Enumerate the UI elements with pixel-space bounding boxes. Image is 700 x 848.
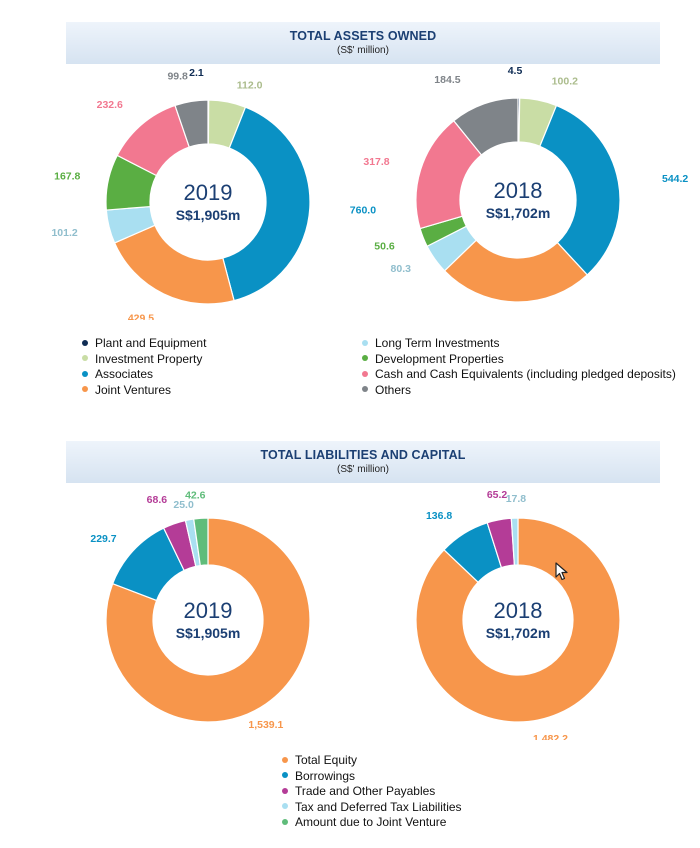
center-year: 2018 (494, 598, 543, 623)
legend-label: Associates (95, 367, 154, 381)
center-total: S$1,702m (486, 205, 551, 221)
liabilities-donut-charts: 1,539.1 229.7 68.6 25.042.6 2019 S$1,905m 1,48… (90, 489, 621, 740)
legend-dot (282, 803, 288, 810)
legend-item-long-term: Long Term Investments (362, 336, 676, 352)
legend-label: Investment Property (95, 351, 203, 366)
donut-total-liabilities-and-capital-2018: 1,482.2 136.8 65.217.8 2018 S$1,702m (415, 489, 621, 740)
liabilities-header-banner: TOTAL LIABILITIES AND CAPITAL (S$' milli… (66, 441, 660, 483)
legend-dot (82, 386, 88, 393)
center-year: 2019 (184, 180, 233, 205)
legend-dot (362, 355, 368, 362)
legend-label: Long Term Investments (375, 336, 500, 350)
legend-label: Tax and Deferred Tax Liabilities (295, 799, 462, 814)
slice-associates (539, 104, 621, 276)
center-year: 2018 (494, 178, 543, 203)
legend-dot (282, 787, 288, 794)
legend-item-total-equity: Total Equity (282, 753, 462, 769)
legend-label: Borrowings (295, 768, 356, 783)
legend-item-borrowings: Borrowings (282, 769, 462, 785)
slice-others (452, 97, 519, 156)
data-label-borrowings: 136.8 (426, 510, 452, 522)
legend-item-cash: Cash and Cash Equivalents (including ple… (362, 367, 676, 383)
assets-title: TOTAL ASSETS OWNED (289, 29, 437, 43)
legend-dot (362, 339, 368, 346)
legend-item-plant: Plant and Equipment (82, 336, 206, 352)
legend-dot (82, 355, 88, 362)
data-label-investment-property: 112.0 (237, 79, 263, 91)
slice-others (174, 99, 209, 148)
center-total: S$1,905m (176, 625, 241, 641)
data-label-development-properties: 50.6 (374, 241, 395, 253)
legend-label: Trade and Other Payables (295, 784, 436, 798)
liabilities-legend: Total Equity Borrowings Trade and Other … (282, 753, 462, 831)
center-year: 2019 (184, 598, 233, 623)
legend-dot (282, 818, 288, 825)
legend-dot (362, 370, 368, 377)
slice-tax-and-deferred-tax-liabilities (510, 517, 519, 566)
legend-label: Development Properties (375, 351, 504, 366)
data-label-total-equity: 1,539.1 (248, 719, 283, 731)
data-label-cash-and-cash-equivalents-including-pledged-deposits: 317.8 (363, 156, 389, 168)
legend-item-tax-deferred: Tax and Deferred Tax Liabilities (282, 800, 462, 816)
center-total: S$1,702m (486, 625, 551, 641)
legend-label: Cash and Cash Equivalents (including ple… (375, 367, 676, 381)
slice-associates (222, 106, 311, 302)
legend-label: Plant and Equipment (95, 336, 207, 350)
data-label-others: 184.5 (434, 74, 460, 86)
liabilities-title: TOTAL LIABILITIES AND CAPITAL (260, 448, 466, 462)
data-label-tax-and-deferred-tax-liabilities: 25.0 (173, 499, 194, 511)
data-label-trade-and-other-payables: 65.2 (487, 489, 508, 501)
data-label-associates: 544.2 (662, 173, 688, 185)
legend-item-joint-ventures: Joint Ventures (82, 383, 206, 399)
data-label-cash-and-cash-equivalents-including-pledged-deposits: 232.6 (97, 99, 123, 111)
legend-dot (82, 370, 88, 377)
data-label-development-properties: 167.8 (54, 171, 80, 183)
liabilities-unit: (S$' million) (337, 464, 389, 475)
donut-total-liabilities-and-capital-2019: 1,539.1 229.7 68.6 25.042.6 2019 S$1,905m (90, 489, 311, 731)
donut-total-assets-owned-2018: 4.5100.2544.2419.980.350.6317.8184.52018… (363, 65, 688, 303)
data-label-others: 99.8 (167, 71, 188, 83)
legend-dot (362, 386, 368, 393)
legend-dot (282, 772, 288, 779)
assets-legend-right: Long Term Investments Development Proper… (362, 336, 676, 398)
donut-total-assets-owned-2019: 2.1 112.0 760.0 429.5 101.2 167.8 232.6 99.8 201… (51, 67, 376, 320)
slice-amount-due-to-joint-venture (193, 517, 209, 567)
data-label-long-term-investments: 80.3 (391, 263, 412, 275)
assets-donut-charts: 2.1 112.0 760.0 429.5 101.2 167.8 232.6 99.8 201… (51, 65, 688, 320)
data-label-trade-and-other-payables: 68.6 (147, 494, 168, 506)
legend-item-amount-due-jv: Amount due to Joint Venture (282, 815, 462, 831)
legend-label: Amount due to Joint Venture (295, 815, 447, 829)
slice-joint-ventures (113, 224, 235, 305)
legend-item-investment-property: Investment Property (82, 352, 206, 368)
data-label-joint-ventures: 429.5 (128, 313, 154, 320)
legend-item-development: Development Properties (362, 352, 676, 368)
legend-item-others: Others (362, 383, 676, 399)
assets-legend-left: Plant and Equipment Investment Property … (82, 336, 206, 398)
slice-total-equity (415, 517, 621, 723)
legend-label: Others (375, 382, 412, 397)
slice-total-equity (105, 517, 311, 723)
center-total: S$1,905m (176, 207, 241, 223)
data-label-plant-and-equipment: 2.1 (189, 67, 204, 79)
data-label-total-equity: 1,482.2 (533, 733, 568, 740)
assets-unit: (S$' million) (337, 45, 389, 56)
mouse-pointer-icon (555, 562, 568, 581)
legend-item-associates: Associates (82, 367, 206, 383)
data-label-investment-property: 100.2 (552, 76, 578, 88)
data-label-amount-due-to-joint-venture: 42.6 (185, 489, 206, 501)
data-label-associates: 760.0 (350, 204, 376, 216)
data-label-tax-and-deferred-tax-liabilities: 17.8 (506, 493, 527, 505)
assets-header-banner: TOTAL ASSETS OWNED (S$' million) (66, 22, 660, 64)
legend-label: Joint Ventures (95, 382, 172, 397)
data-label-plant-and-equipment: 4.5 (508, 65, 523, 77)
legend-item-trade-payables: Trade and Other Payables (282, 784, 462, 800)
legend-dot (82, 339, 88, 346)
data-label-borrowings: 229.7 (90, 533, 116, 545)
legend-dot (282, 756, 288, 763)
data-label-long-term-investments: 101.2 (51, 227, 77, 239)
legend-label: Total Equity (295, 753, 358, 767)
